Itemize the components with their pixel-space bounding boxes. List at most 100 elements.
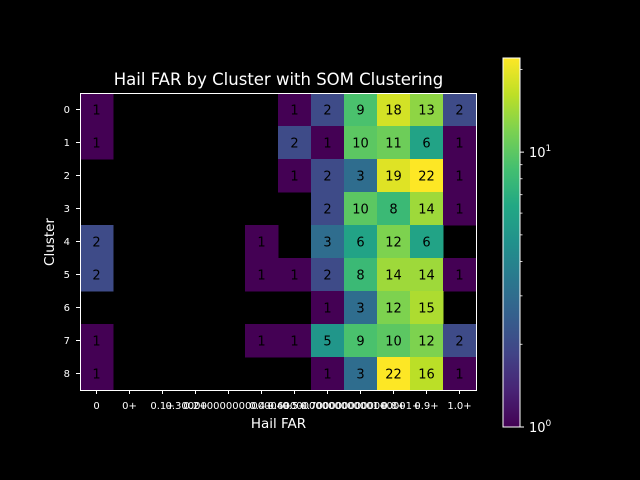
heatmap-cell: [410, 126, 444, 160]
heatmap-cell: [410, 291, 444, 325]
heatmap-cell: [311, 159, 345, 193]
heatmap-cell: [443, 126, 477, 160]
heatmap-cell: [344, 258, 378, 292]
heatmap-cell: [278, 324, 312, 358]
heatmap-cell: [377, 357, 411, 391]
x-tick-label: 0.9+: [414, 401, 438, 412]
cell-value-label: 2: [323, 203, 331, 218]
heatmap-cell: [443, 93, 477, 127]
cell-value-label: 22: [385, 368, 402, 383]
heatmap-cell: [80, 258, 114, 292]
heatmap-cell: [377, 159, 411, 193]
heatmap-cell: [410, 324, 444, 358]
heatmap-cell: [311, 291, 345, 325]
heatmap-cell: [410, 357, 444, 391]
cell-value-label: 6: [356, 236, 364, 251]
cell-value-label: 1: [92, 368, 100, 383]
cell-value-label: 1: [257, 269, 265, 284]
x-tick-label: 0.5+: [282, 401, 306, 412]
y-tick-label: 7: [64, 336, 70, 347]
y-axis-ticks: 0 1 2 3 4 5 6 7 8: [64, 105, 80, 380]
cell-value-label: 1: [455, 269, 463, 284]
y-tick-label: 6: [64, 303, 70, 314]
y-tick-label: 8: [64, 369, 70, 380]
heatmap-cell: [443, 324, 477, 358]
heatmap-cell: [410, 93, 444, 127]
cell-value-label: 10: [352, 203, 369, 218]
cell-value-label: 2: [323, 170, 331, 185]
heatmap-cell: [278, 159, 312, 193]
y-tick-label: 5: [64, 270, 70, 281]
cell-value-label: 1: [455, 368, 463, 383]
cell-value-label: 1: [92, 137, 100, 152]
heatmap-cell: [443, 258, 477, 292]
cell-value-label: 8: [389, 203, 397, 218]
y-tick-label: 4: [64, 237, 70, 248]
x-tick-label: 0.1+: [150, 401, 174, 412]
heatmap-cell: [377, 258, 411, 292]
x-tick-label: 0: [93, 401, 99, 412]
cell-value-label: 14: [418, 269, 435, 284]
heatmap-cell: [344, 225, 378, 259]
plot-frame: [80, 93, 477, 391]
cell-value-label: 14: [385, 269, 402, 284]
heatmap-cell: [344, 357, 378, 391]
heatmap-cell: [410, 258, 444, 292]
heatmap-cell: [278, 93, 312, 127]
heatmap-cell: [278, 126, 312, 160]
y-tick-label: 0: [64, 105, 70, 116]
heatmap-cell: [410, 225, 444, 259]
cell-value-label: 5: [323, 335, 331, 350]
cell-value-label: 1: [323, 368, 331, 383]
x-axis-ticks: 0 0+ 0.1+ 0.2+0.30000000000000004+0.4+ 0.5+0…: [93, 390, 472, 412]
cell-value-label: 2: [323, 269, 331, 284]
cell-value-label: 1: [455, 170, 463, 185]
heatmap-cell: [377, 225, 411, 259]
cell-value-label: 2: [455, 104, 463, 119]
x-tick-label: 0+: [122, 401, 137, 412]
y-tick-label: 1: [64, 138, 70, 149]
cell-value-label: 18: [385, 104, 402, 119]
cell-value-label: 2: [455, 335, 463, 350]
heatmap-cell: [443, 192, 477, 226]
x-tick-label: 0.30000000000000004+: [165, 401, 291, 412]
cell-value-label: 2: [92, 236, 100, 251]
heatmap-cell: [80, 93, 114, 127]
cell-value-label: 1: [257, 236, 265, 251]
cell-value-label: 15: [418, 302, 435, 317]
heatmap-cell: [278, 258, 312, 292]
cell-value-label: 10: [385, 335, 402, 350]
cell-value-label: 1: [290, 269, 298, 284]
cell-value-label: 8: [356, 269, 364, 284]
cell-value-label: 14: [418, 203, 435, 218]
cell-value-label: 9: [356, 335, 364, 350]
heatmap-cell: [377, 93, 411, 127]
heatmap-cell: [377, 291, 411, 325]
heatmap-cell: [410, 159, 444, 193]
cell-value-label: 11: [385, 137, 402, 152]
x-axis-label: Hail FAR: [251, 416, 306, 432]
heatmap-cell: [311, 126, 345, 160]
heatmap-cell: [80, 357, 114, 391]
heatmap-cell: [311, 192, 345, 226]
cell-value-label: 6: [422, 137, 430, 152]
heatmap-cell: [245, 225, 279, 259]
cell-value-label: 19: [385, 170, 402, 185]
heatmap-cells: [80, 93, 477, 391]
heatmap-cell: [311, 258, 345, 292]
heatmap-cell: [344, 93, 378, 127]
heatmap-cell: [311, 324, 345, 358]
cell-value-label: 10: [352, 137, 369, 152]
heatmap-cell: [377, 324, 411, 358]
cell-value-label: 1: [323, 137, 331, 152]
cell-value-label: 22: [418, 170, 435, 185]
cell-value-label: 3: [356, 368, 364, 383]
heatmap-cell: [311, 225, 345, 259]
cell-value-label: 1: [92, 335, 100, 350]
heatmap-cell: [344, 126, 378, 160]
cell-value-label: 12: [385, 302, 402, 317]
cell-value-label: 1: [290, 170, 298, 185]
heatmap-cell: [410, 192, 444, 226]
heatmap-cell: [344, 291, 378, 325]
x-tick-label: 1.0+: [447, 401, 471, 412]
